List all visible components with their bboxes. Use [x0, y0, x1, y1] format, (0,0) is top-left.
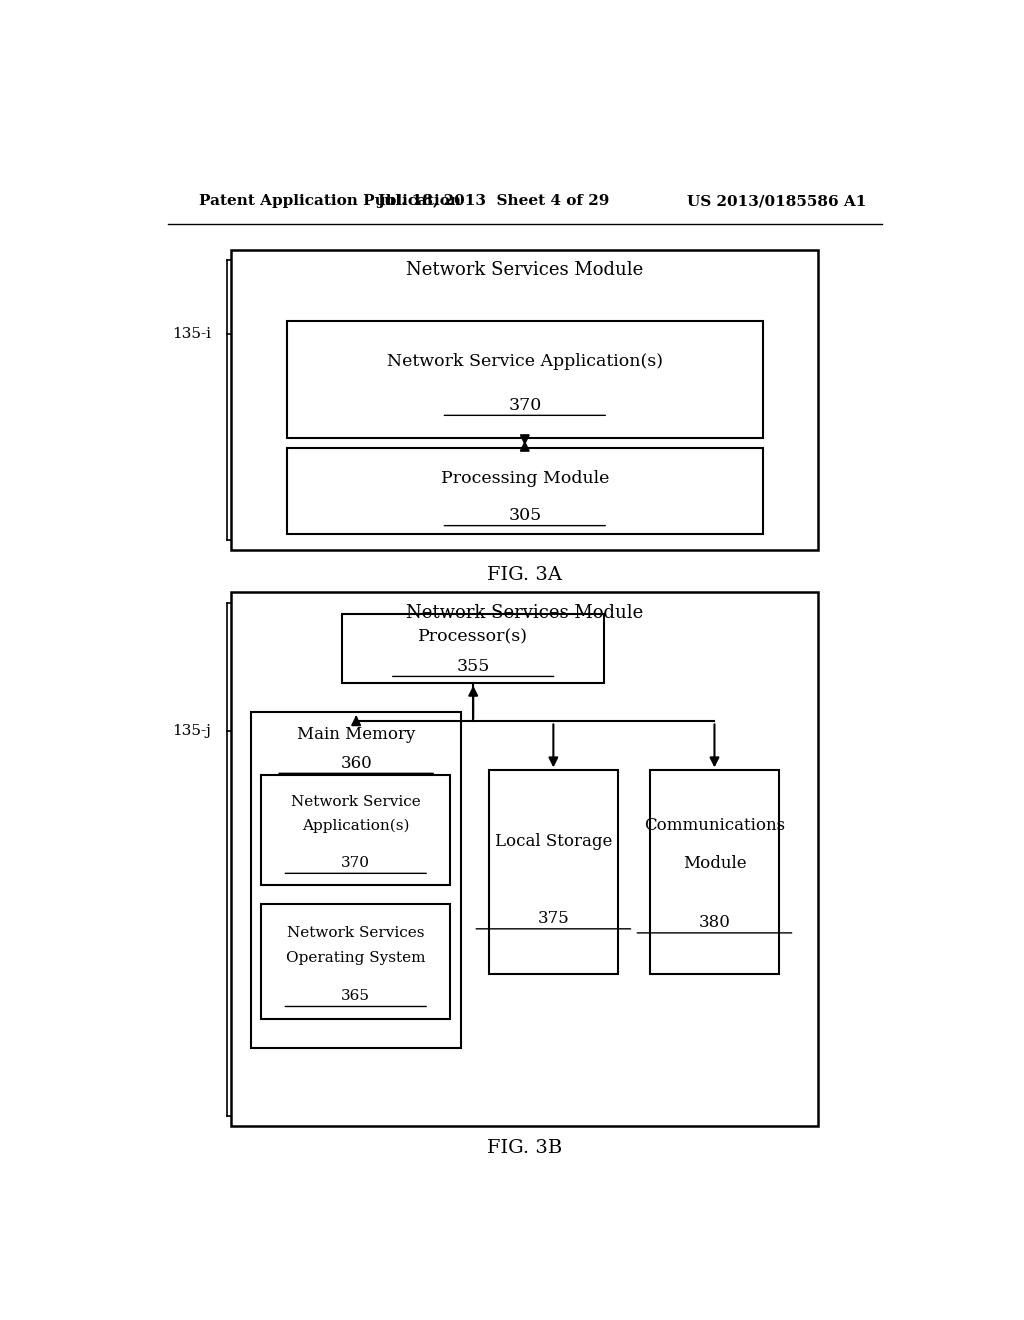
Text: Processing Module: Processing Module — [440, 470, 609, 487]
FancyBboxPatch shape — [650, 771, 779, 974]
Text: Processor(s): Processor(s) — [418, 628, 528, 645]
Text: Network Service: Network Service — [291, 795, 421, 809]
Text: Operating System: Operating System — [286, 952, 426, 965]
FancyBboxPatch shape — [261, 775, 451, 886]
Text: 305: 305 — [508, 507, 542, 524]
Text: 365: 365 — [341, 989, 371, 1003]
Text: US 2013/0185586 A1: US 2013/0185586 A1 — [687, 194, 866, 209]
Text: Network Services: Network Services — [287, 927, 425, 940]
Text: FIG. 3A: FIG. 3A — [487, 566, 562, 585]
Text: 380: 380 — [698, 915, 730, 931]
FancyBboxPatch shape — [251, 713, 462, 1048]
Text: Application(s): Application(s) — [302, 818, 410, 833]
FancyBboxPatch shape — [231, 249, 818, 549]
Text: 370: 370 — [508, 397, 542, 413]
Text: Network Services Module: Network Services Module — [407, 603, 643, 622]
FancyBboxPatch shape — [287, 321, 763, 438]
FancyBboxPatch shape — [287, 447, 763, 535]
Text: Main Memory: Main Memory — [297, 726, 416, 743]
FancyBboxPatch shape — [342, 614, 604, 682]
Text: Jul. 18, 2013  Sheet 4 of 29: Jul. 18, 2013 Sheet 4 of 29 — [377, 194, 609, 209]
Text: Local Storage: Local Storage — [495, 833, 612, 850]
Text: FIG. 3B: FIG. 3B — [487, 1139, 562, 1158]
Text: 375: 375 — [538, 911, 569, 927]
Text: 360: 360 — [340, 755, 372, 772]
FancyBboxPatch shape — [261, 904, 451, 1019]
Text: Patent Application Publication: Patent Application Publication — [200, 194, 462, 209]
FancyBboxPatch shape — [489, 771, 617, 974]
Text: 355: 355 — [457, 657, 489, 675]
Text: Module: Module — [683, 855, 746, 873]
Text: 135-j: 135-j — [172, 725, 211, 738]
Text: Network Service Application(s): Network Service Application(s) — [387, 354, 663, 371]
Text: Network Services Module: Network Services Module — [407, 261, 643, 280]
FancyBboxPatch shape — [231, 593, 818, 1126]
Text: Communications: Communications — [644, 817, 785, 834]
Text: 370: 370 — [341, 857, 371, 870]
Text: 135-i: 135-i — [172, 327, 211, 341]
